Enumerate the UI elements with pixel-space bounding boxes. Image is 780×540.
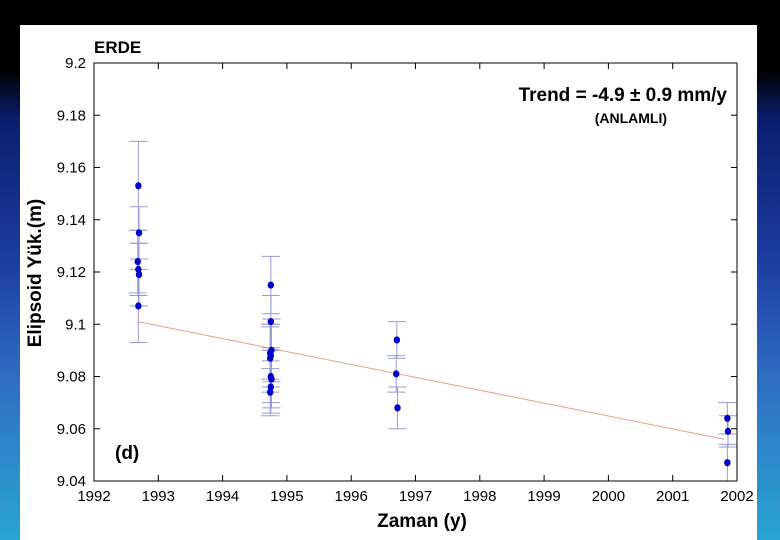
data-point [724,459,731,467]
y-tick-label: 9.12 [57,264,86,281]
x-tick-label: 1998 [463,488,496,505]
y-tick-label: 9.08 [57,369,86,386]
x-tick-label: 2000 [592,488,625,505]
y-tick-label: 9.1 [65,316,86,333]
x-tick-label: 2001 [656,488,689,505]
data-point [266,388,274,396]
data-point [267,318,275,326]
x-tick-label: 2002 [720,488,753,505]
x-tick-label: 1995 [270,488,303,505]
axes-group: 1992 1993 1994 1995 1996 1997 1998 1999 2000 2001… [57,55,754,505]
error-bars-group [128,140,737,482]
data-point [135,229,143,237]
data-point [266,354,274,362]
y-tick-label: 9.14 [57,212,86,229]
y-tick-label: 9.06 [57,421,86,438]
trend-line-group [137,321,725,440]
data-point [134,257,141,266]
y-axis-title: Elipsoid Yük.(m) [25,199,46,348]
data-point [268,375,275,383]
x-tick-label: 1994 [206,488,239,505]
data-point [724,427,732,435]
data-point [267,281,275,289]
data-point [393,336,401,344]
x-axis-title: Zaman (y) [377,511,467,532]
trend-annotation: Trend = -4.9 ± 0.9 mm/y [519,85,728,106]
x-tick-label: 1999 [527,488,560,505]
y-tick-label: 9.04 [57,473,86,490]
data-point [394,404,401,412]
data-points-group [134,182,732,467]
y-tick-label: 9.2 [65,55,86,72]
panel-label: (d) [115,443,139,464]
data-point [724,414,731,422]
x-tick-label: 1996 [335,488,368,505]
x-tick-label: 1992 [77,488,110,505]
data-point [135,182,142,190]
x-tick-label: 1993 [142,488,175,505]
y-tick-label: 9.16 [57,160,86,177]
trend-line [137,321,725,440]
chart-title: ERDE [94,38,141,57]
data-point [135,302,142,310]
chart-panel [20,25,757,540]
x-tick-label: 1997 [399,488,432,505]
data-point [393,370,400,378]
significance-annotation: (ANLAMLI) [595,110,667,126]
y-tick-label: 9.18 [57,107,86,124]
data-point [135,271,143,279]
